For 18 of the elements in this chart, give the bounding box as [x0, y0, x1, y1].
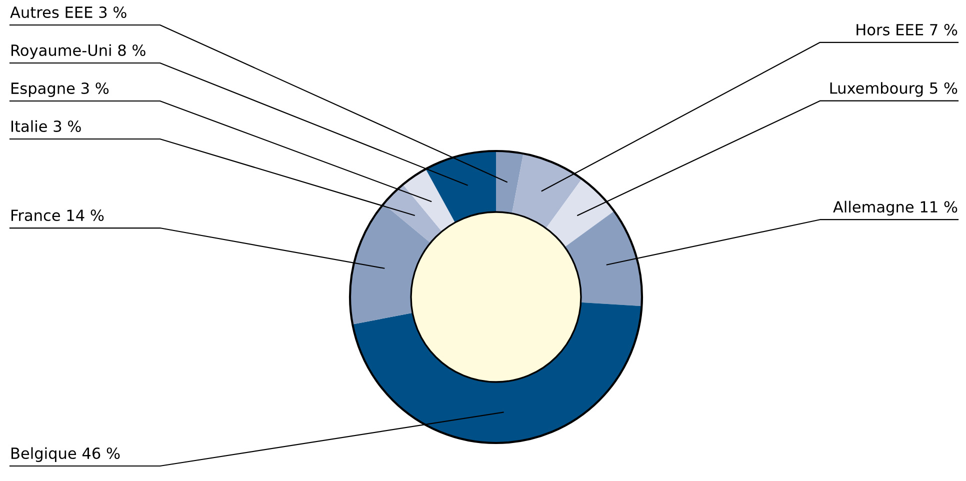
slice-label: Allemagne 11 % — [833, 200, 958, 216]
slice-label: France 14 % — [12, 209, 104, 222]
slice-label: Espagne 3 % — [12, 82, 109, 97]
donut-slice — [496, 151, 524, 214]
donut-slice — [546, 178, 614, 248]
donut-slice — [384, 184, 442, 243]
slice-label: Belgique 46 % — [12, 447, 120, 462]
donut-slice — [512, 154, 582, 228]
donut-slice — [402, 169, 456, 232]
slice-label: Royaume-Uni 8 % — [12, 44, 146, 59]
donut-slice — [564, 211, 642, 306]
slice-label: Autres EEE 3 % — [10, 6, 126, 18]
slice-label: Luxembourg 5 % — [830, 82, 958, 97]
donut-slice — [350, 204, 431, 324]
donut-slice — [426, 151, 496, 223]
slice-label: Hors EEE 7 % — [856, 24, 958, 36]
slice-label: Italie 3 % — [12, 120, 81, 132]
donut-slice — [352, 302, 642, 443]
